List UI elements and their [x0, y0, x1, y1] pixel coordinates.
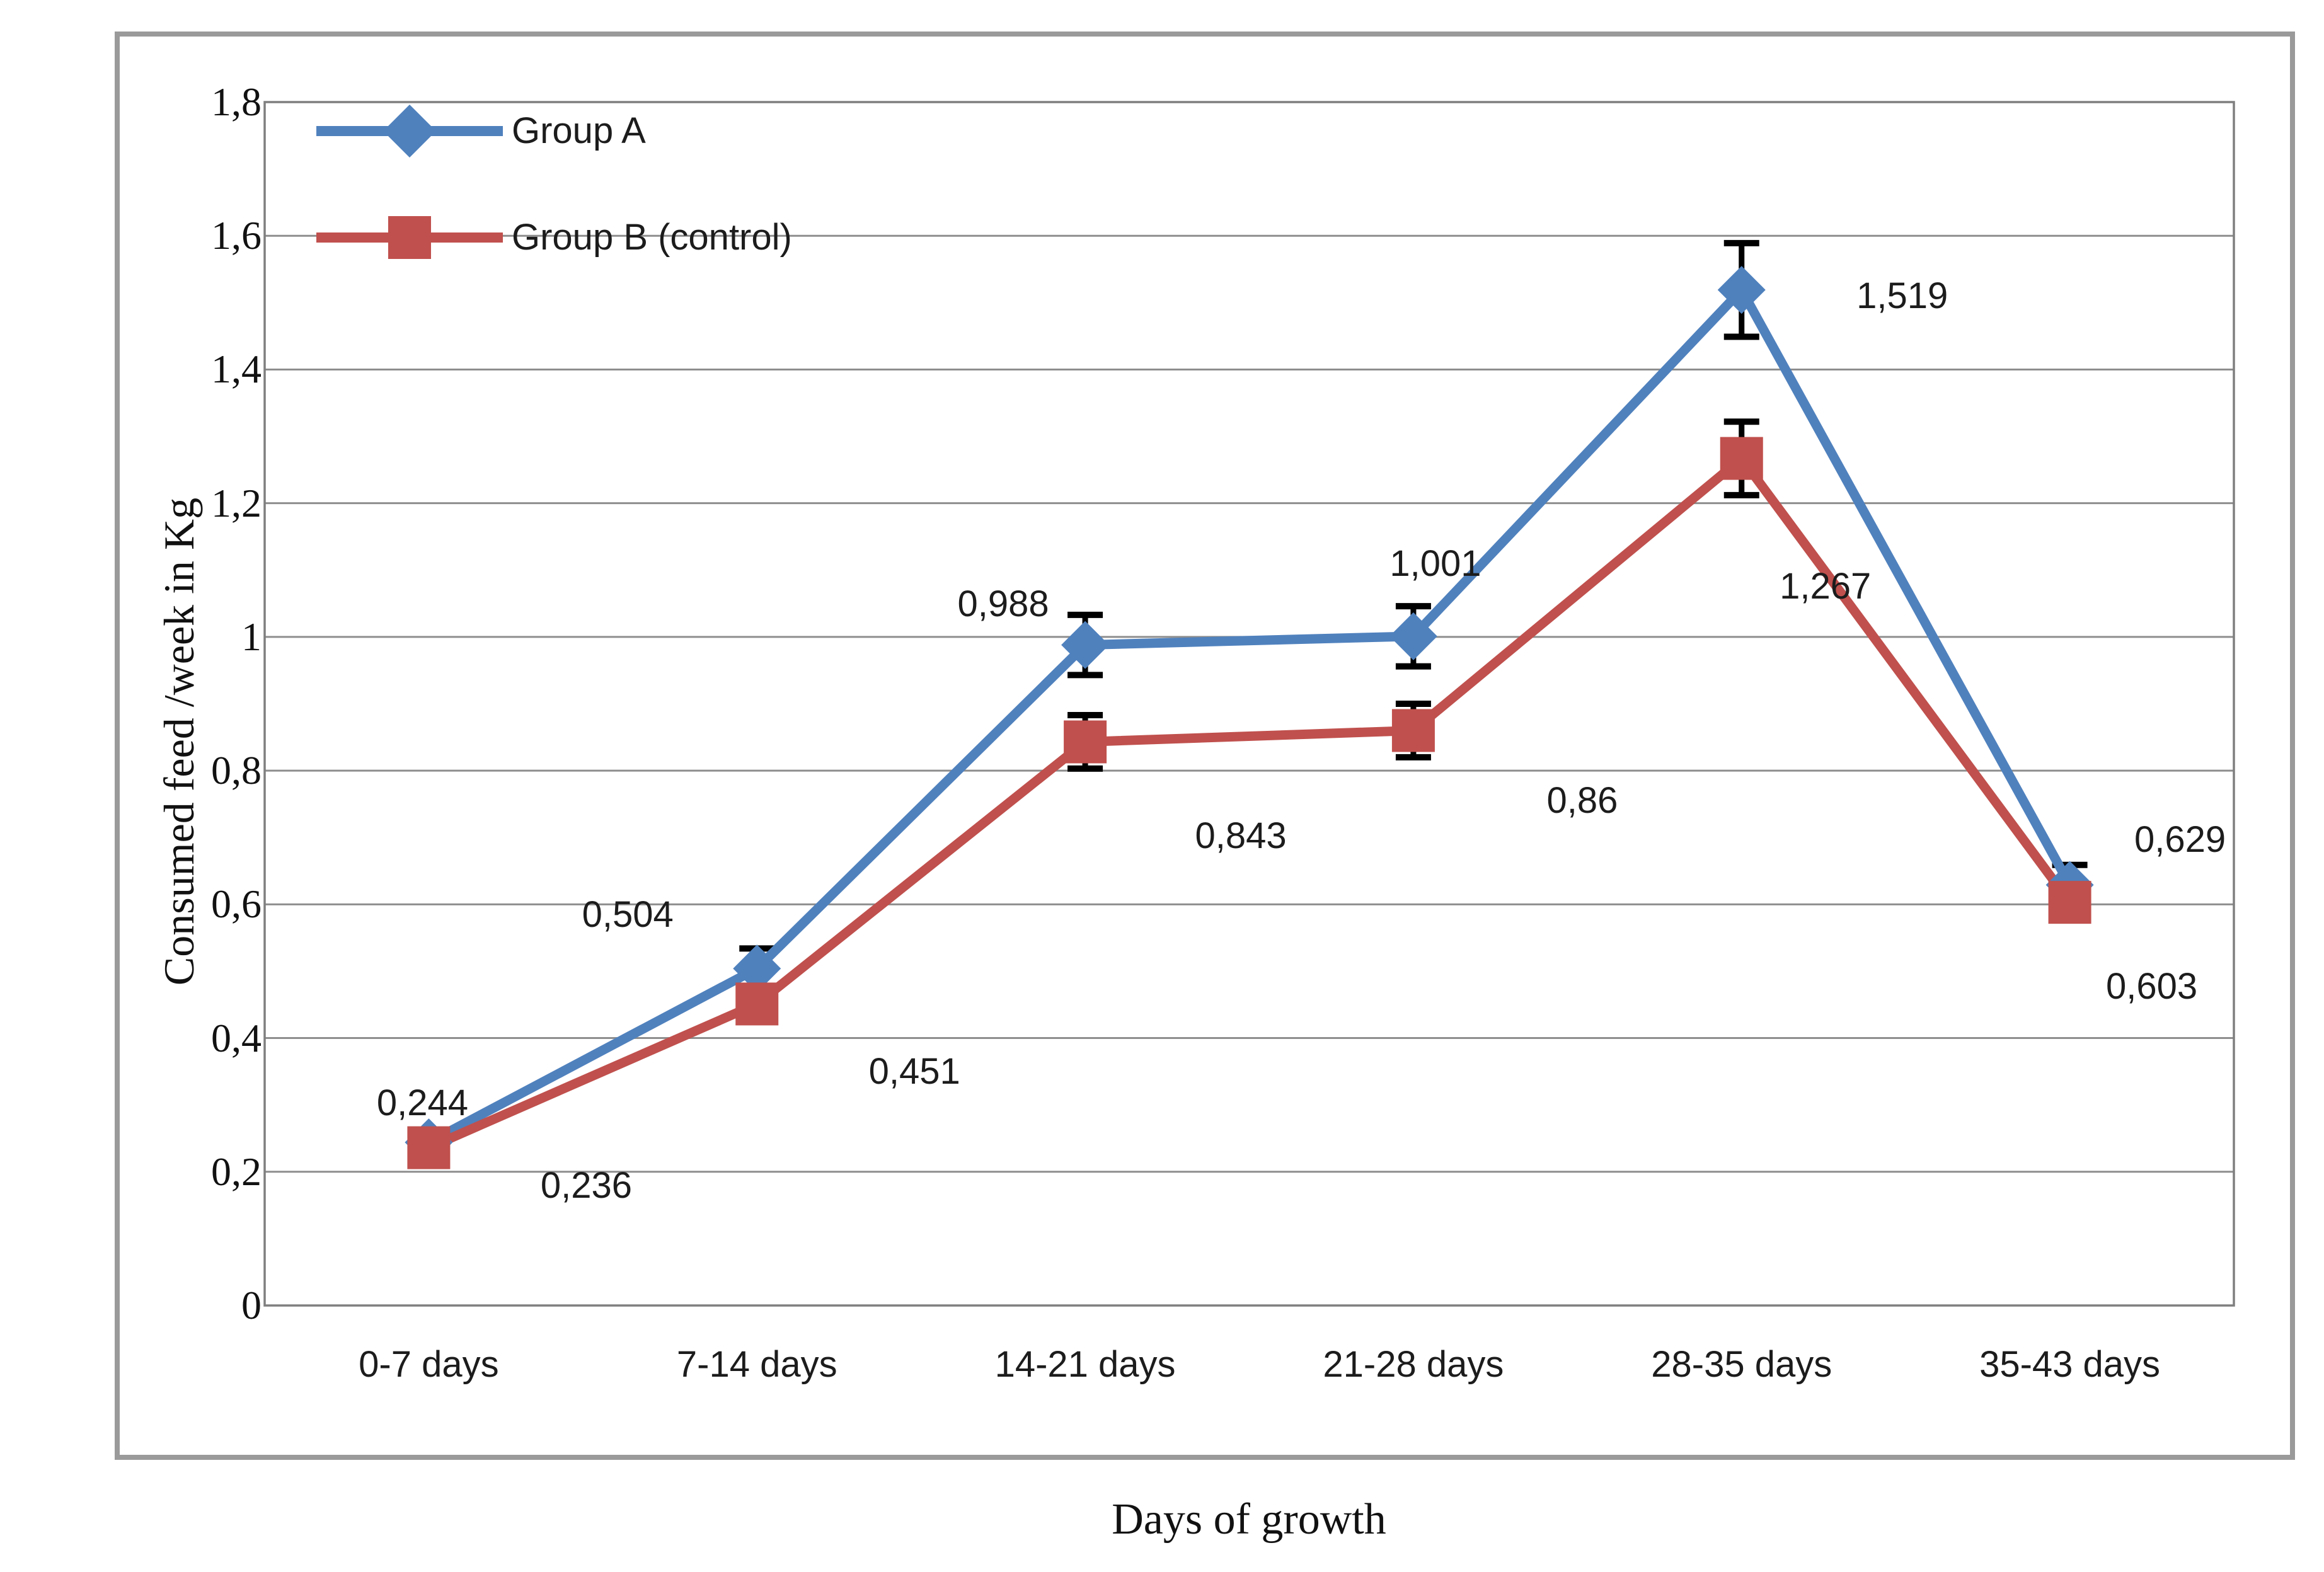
y-tick-label: 0,8: [211, 748, 262, 793]
series-line-group-a: [423, 285, 2075, 1147]
x-category-label: 0-7 days: [359, 1344, 499, 1385]
data-label-group-b-0: 0,236: [540, 1164, 632, 1206]
x-category-label: 35-43 days: [1979, 1344, 2161, 1385]
y-tick-label: 0,2: [211, 1149, 262, 1194]
legend-marker-shape: [383, 105, 436, 158]
legend-marker-square-icon: [316, 216, 503, 259]
data-label-group-a-0: 0,244: [376, 1082, 468, 1124]
y-tick-label: 1,6: [211, 213, 262, 258]
y-tick-label: 0,4: [211, 1015, 262, 1060]
y-axis-title: Consumed feed /week in Kg: [155, 497, 203, 986]
marker-group-b-2: [1064, 720, 1107, 764]
y-tick-label: 1,8: [211, 79, 262, 124]
marker-group-a-3: [1389, 612, 1437, 660]
x-category-label: 7-14 days: [676, 1344, 837, 1385]
marker-group-b-4: [1720, 437, 1763, 480]
x-category-label: 21-28 days: [1323, 1344, 1504, 1385]
y-tick-label: 1,4: [211, 347, 262, 392]
data-label-group-a-5: 0,629: [2134, 818, 2226, 860]
y-tick-label: 0,6: [211, 881, 262, 927]
marker-group-a-2: [1061, 621, 1110, 669]
x-axis-title: Days of growth: [1112, 1495, 1386, 1544]
y-tick-label: 1,2: [211, 480, 262, 525]
data-label-group-b-5: 0,603: [2106, 966, 2198, 1007]
data-label-group-a-3: 1,001: [1389, 542, 1481, 584]
data-label-group-b-4: 1,267: [1780, 565, 1872, 607]
marker-group-b-0: [407, 1126, 451, 1169]
legend-marker-diamond-icon: [316, 105, 503, 158]
marker-group-b-5: [2048, 881, 2091, 924]
marker-group-b-1: [735, 982, 779, 1026]
legend-label: Group A: [512, 110, 646, 151]
y-tick-label: 1: [241, 614, 262, 659]
data-label-group-b-1: 0,451: [868, 1051, 960, 1093]
legend-marker-shape: [388, 216, 431, 259]
data-label-group-a-1: 0,504: [582, 894, 674, 936]
x-category-label: 14-21 days: [994, 1344, 1176, 1385]
marker-group-b-3: [1391, 709, 1435, 752]
legend-entry-group-b: Group B (control): [315, 209, 792, 267]
x-category-label: 28-35 days: [1651, 1344, 1832, 1385]
series-line-group-b: [423, 454, 2075, 1153]
data-label-group-a-4: 1,519: [1856, 275, 1948, 317]
legend-entry-group-a: Group A: [315, 102, 646, 160]
marker-group-a-1: [733, 944, 781, 993]
marker-group-a-4: [1717, 266, 1766, 314]
data-label-group-b-3: 0,86: [1546, 780, 1618, 822]
chart-outer-border: 1,8 1,6 1,4 1,2 1 0,8 0,6 0,4 0,2 0 0-7 days 7-14 …: [115, 32, 2295, 1460]
plot-border: [263, 101, 2235, 1307]
data-label-group-a-2: 0,988: [957, 583, 1049, 624]
data-label-group-b-2: 0,843: [1195, 815, 1287, 857]
y-tick-label: 0: [241, 1283, 262, 1328]
legend-label: Group B (control): [512, 217, 792, 258]
plot-area: [263, 101, 2235, 1307]
